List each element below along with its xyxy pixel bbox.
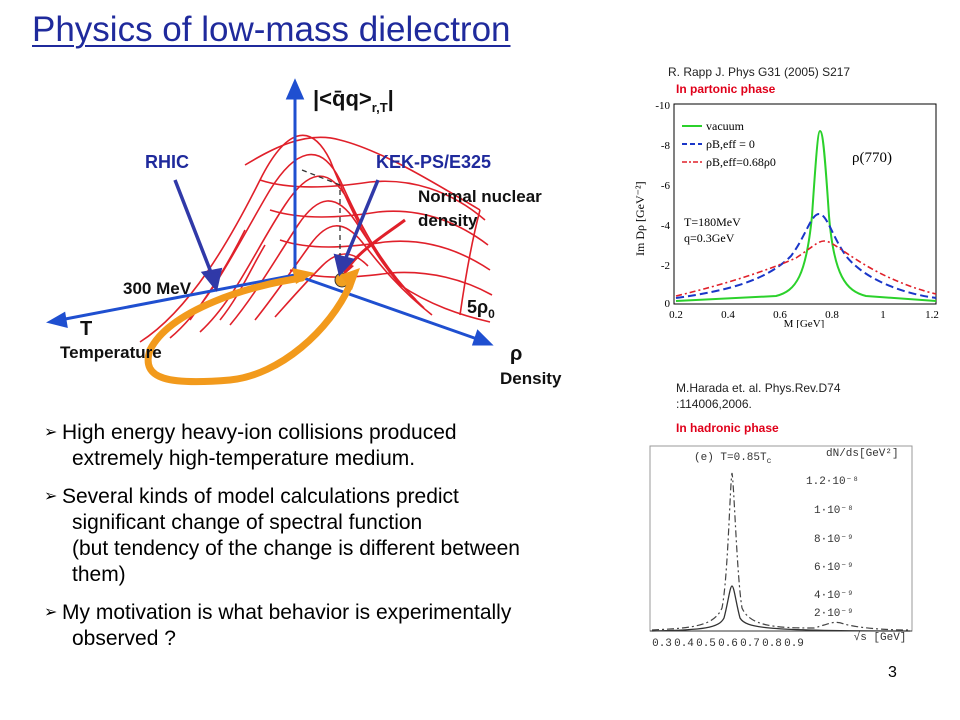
bullet-text: (but tendency of the change is different… <box>72 537 520 560</box>
phase-partonic: In partonic phase <box>676 82 776 96</box>
param-q: q=0.3GeV <box>684 231 735 245</box>
xtick: 0.8 <box>825 309 839 321</box>
bullet-text: My motivation is what behavior is experi… <box>62 601 512 624</box>
legend-vacuum: vacuum <box>706 119 745 133</box>
xtick: 0.4 <box>674 638 694 650</box>
annotation-rho770: ρ(770) <box>852 150 892 166</box>
bullet-text: Several kinds of model calculations pred… <box>62 485 459 508</box>
ytick: 2·10⁻⁹ <box>814 608 854 620</box>
curve-rho068 <box>675 240 937 297</box>
bullet-text: them) <box>72 563 126 586</box>
xtick: 0.6 <box>718 638 738 650</box>
curve-rho0 <box>675 212 937 299</box>
bullet-text: significant change of spectral function <box>72 511 423 534</box>
bullet-arrow-icon: ➢ <box>44 604 58 621</box>
curve-vacuum <box>675 129 937 302</box>
xtick: 0.3 <box>652 638 672 650</box>
bullet-arrow-icon: ➢ <box>44 488 58 505</box>
label-5rho: 5ρ0 <box>467 297 495 321</box>
xtick: 0.5 <box>696 638 716 650</box>
panel-label: (e) T=0.85Tc <box>694 452 772 466</box>
red-arrow <box>346 218 406 269</box>
bullet-arrow-icon: ➢ <box>44 424 58 441</box>
bullet-item: ➢ High energy heavy-ion collisions produ… <box>44 420 644 472</box>
page-number: 3 <box>888 664 897 681</box>
bullet-text: observed ? <box>72 627 176 650</box>
trajectory-loop <box>144 274 354 386</box>
xtick: 1 <box>880 309 886 321</box>
label-density: Density <box>500 369 562 388</box>
citation-harada-1: M.Harada et. al. Phys.Rev.D74 <box>676 381 841 395</box>
legend-rho0: ρB,eff = 0 <box>706 137 755 151</box>
label-temperature: Temperature <box>60 343 162 362</box>
xtick: 0.6 <box>773 309 787 321</box>
page-title: Physics of low-mass dielectron <box>32 10 511 49</box>
label-t: T <box>80 318 92 340</box>
bullet-text: extremely high-temperature medium. <box>72 447 416 470</box>
bullet-item: ➢ My motivation is what behavior is expe… <box>44 600 644 652</box>
xtick: 0.2 <box>669 309 683 321</box>
bullet-list: ➢ High energy heavy-ion collisions produ… <box>44 420 644 664</box>
curve-dashdot <box>651 472 911 631</box>
ytick: 1.2·10⁻⁸ <box>806 476 859 488</box>
label-normal-density-2: density <box>418 211 478 230</box>
label-kek: KEK-PS/E325 <box>376 152 492 172</box>
label-normal-density-1: Normal nuclear <box>418 187 542 206</box>
ytick: -8 <box>661 140 671 152</box>
ytick: 8·10⁻⁹ <box>814 534 854 546</box>
ytick: 0 <box>665 298 671 310</box>
xtick: 0.8 <box>762 638 782 650</box>
param-temperature: T=180MeV <box>684 215 741 229</box>
xtick: 0.7 <box>740 638 760 650</box>
ytick: -6 <box>661 180 671 192</box>
label-rho: ρ <box>510 343 522 365</box>
bullet-text: High energy heavy-ion collisions produce… <box>62 421 457 444</box>
spectral-function-plot: -10 -8 -6 -4 -2 0 0.2 0.4 0.6 0.8 1 1.2 … <box>626 96 948 328</box>
phase-hadronic: In hadronic phase <box>676 421 779 435</box>
axis-condensate-label: |<q̄q>r,T| <box>313 86 394 115</box>
xtick: 1.2 <box>925 309 939 321</box>
xtick: 0.9 <box>784 638 804 650</box>
label-arrows <box>173 179 380 292</box>
legend-rho068: ρB,eff=0.68ρ0 <box>706 155 776 169</box>
curve-solid <box>651 585 911 632</box>
ylabel: Im Dρ [GeV⁻²] <box>633 181 647 256</box>
ylabel: dN/ds[GeV²] <box>826 448 899 460</box>
label-300mev: 300 MeV <box>123 279 192 298</box>
bullet-item: ➢ Several kinds of model calculations pr… <box>44 484 644 588</box>
xtick: 0.4 <box>721 309 735 321</box>
ytick: 1·10⁻⁸ <box>814 505 854 517</box>
axes <box>46 78 494 346</box>
condensate-diagram: |<q̄q>r,T| 300 MeV T Temperature Normal … <box>46 78 562 388</box>
ytick: -4 <box>661 220 671 232</box>
ytick: -2 <box>661 260 670 272</box>
citation-rapp: R. Rapp J. Phys G31 (2005) S217 <box>668 65 851 79</box>
ytick: 4·10⁻⁹ <box>814 590 854 602</box>
xlabel: √s [GeV] <box>854 631 907 644</box>
citation-harada-2: :114006,2006. <box>676 397 752 411</box>
ytick: 6·10⁻⁹ <box>814 562 854 574</box>
xlabel: M [GeV] <box>784 318 825 328</box>
dilepton-spectrum-plot: (e) T=0.85Tc dN/ds[GeV²] 1.2·10⁻⁸ 1·10⁻⁸… <box>644 438 916 656</box>
ytick: -10 <box>655 100 670 112</box>
label-rhic: RHIC <box>145 152 189 172</box>
